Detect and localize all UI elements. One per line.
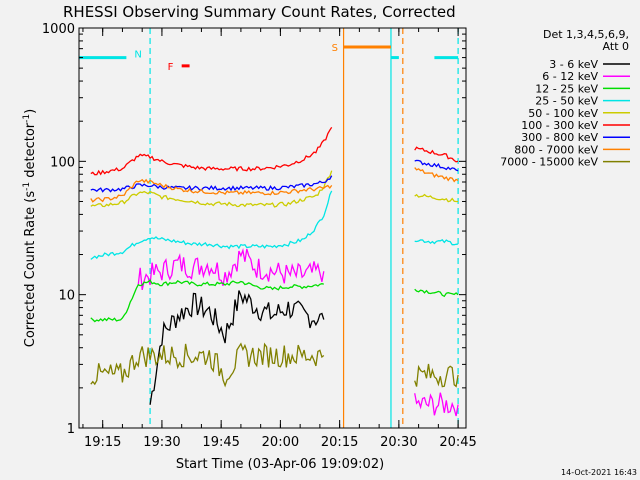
- x-tick-label: 20:30: [380, 435, 417, 450]
- plot-area: N F S: [79, 28, 459, 428]
- y-axis: 1 10 100 1000: [42, 22, 466, 437]
- y-tick-label: 1000: [42, 22, 75, 37]
- series-line: [414, 193, 459, 203]
- x-tick-label: 19:45: [202, 435, 239, 450]
- series-line: [90, 190, 333, 260]
- series-line: [414, 288, 459, 298]
- legend-label: 7000 - 15000 keV: [500, 156, 598, 169]
- legend-label: 100 - 300 keV: [521, 119, 598, 132]
- legend-label: 25 - 50 keV: [535, 95, 598, 108]
- series-line: [137, 247, 325, 291]
- x-tick-label: 19:15: [84, 435, 121, 450]
- y-tick-label: 1: [67, 422, 75, 437]
- legend-label: 50 - 100 keV: [528, 107, 598, 120]
- series-line: [414, 167, 459, 183]
- series-line: [90, 175, 333, 193]
- x-tick-label: 19:30: [143, 435, 180, 450]
- legend-header-attenuator: Att 0: [603, 40, 629, 53]
- legend-label: 800 - 7000 keV: [514, 143, 598, 156]
- footer-timestamp: 14-Oct-2021 16:43: [561, 468, 637, 477]
- legend-label: 12 - 25 keV: [535, 82, 598, 95]
- series-line: [90, 170, 333, 208]
- flag-label: F: [168, 62, 174, 73]
- series-line: [90, 279, 324, 323]
- series-line: [90, 126, 333, 176]
- series-line: [149, 290, 325, 405]
- x-tick-label: 20:15: [321, 435, 358, 450]
- series-line: [414, 146, 459, 163]
- y-tick-label: 100: [50, 155, 75, 170]
- legend-header-detectors: Det 1,3,4,5,6,9,: [543, 28, 629, 41]
- y-axis-label: Corrected Count Rate (s-1 detector-1): [22, 109, 38, 347]
- series-line: [90, 342, 325, 388]
- x-axis: 19:15 19:30 19:45 20:00 20:15 20:30 20:45: [82, 28, 477, 450]
- flag-label: N: [134, 50, 141, 61]
- legend-label: 3 - 6 keV: [549, 58, 598, 71]
- legend-label: 300 - 800 keV: [521, 131, 598, 144]
- x-tick-label: 20:00: [262, 435, 299, 450]
- x-tick-label: 20:45: [439, 435, 476, 450]
- y-tick-label: 10: [58, 289, 75, 304]
- flag-label: S: [332, 43, 338, 54]
- series-line: [414, 392, 459, 417]
- chart-title: RHESSI Observing Summary Count Rates, Co…: [63, 3, 456, 21]
- series-line: [414, 363, 459, 388]
- x-axis-label: Start Time (03-Apr-06 19:09:02): [176, 457, 384, 472]
- legend-label: 6 - 12 keV: [542, 70, 598, 83]
- plot-frame: [78, 27, 467, 429]
- series-line: [414, 238, 459, 246]
- series-line: [90, 178, 333, 203]
- series-line: [414, 159, 459, 172]
